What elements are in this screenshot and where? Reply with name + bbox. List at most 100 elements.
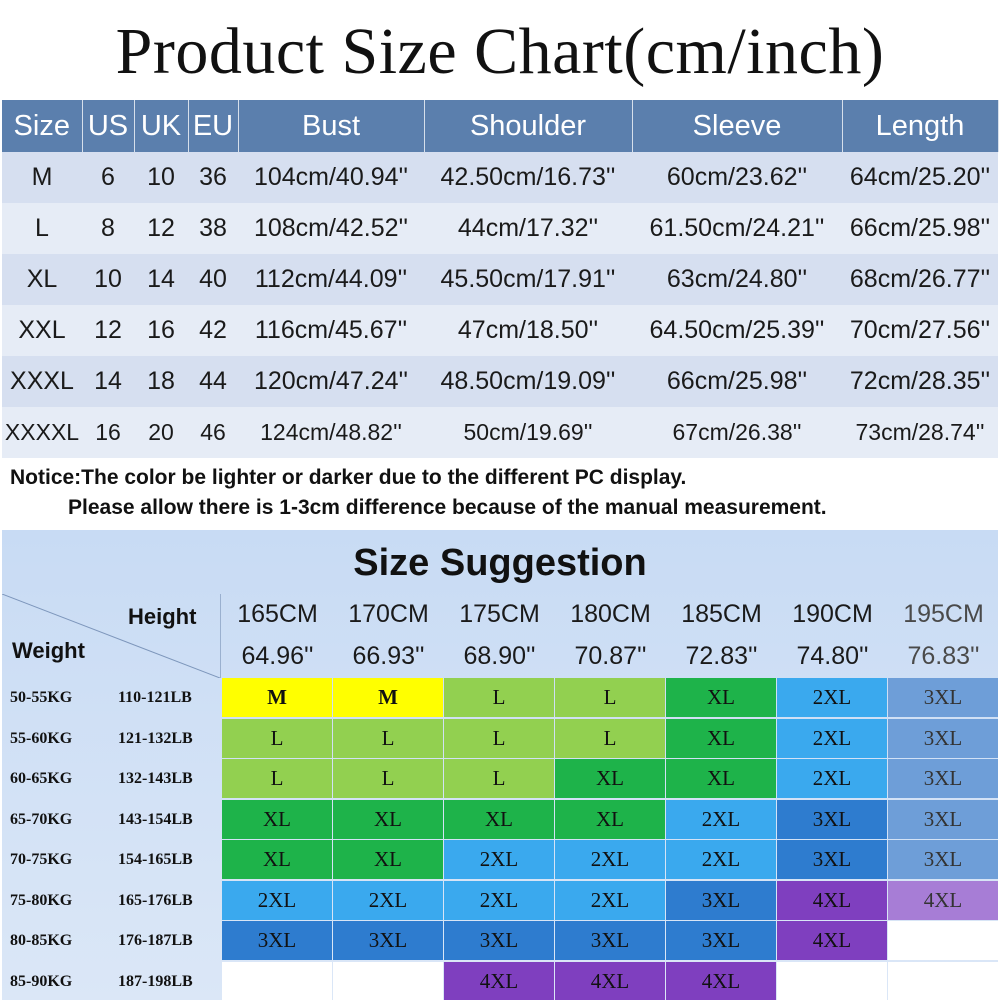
header-sleeve: Sleeve — [632, 100, 843, 152]
size-suggestion-cell: L — [444, 678, 554, 717]
cell-shoulder: 44cm/17.32'' — [424, 203, 632, 254]
size-suggestion-cell: 2XL — [777, 759, 887, 798]
weight-row-header: 50-55KG 110-121LB — [2, 678, 220, 718]
size-suggestion-cell — [888, 921, 998, 960]
cell-shoulder: 42.50cm/16.73'' — [424, 152, 632, 203]
weight-lb: 121-132LB — [118, 729, 193, 747]
cell-uk: 10 — [134, 152, 188, 203]
cell-bust: 104cm/40.94'' — [238, 152, 424, 203]
cell-size: XXXXL — [2, 407, 82, 458]
size-suggestion-cell: 2XL — [777, 718, 887, 758]
cell-uk: 20 — [134, 407, 188, 458]
size-suggestion-cell: XL — [333, 799, 443, 839]
cell-sleeve: 60cm/23.62'' — [632, 152, 842, 203]
size-suggestion-cell: XL — [666, 718, 776, 758]
size-suggestion-cell: XL — [333, 840, 443, 879]
weight-kg: 80-85KG — [10, 932, 73, 949]
size-suggestion-cell: 4XL — [444, 961, 554, 1000]
weight-lb: 143-154LB — [118, 810, 193, 828]
cell-sleeve: 63cm/24.80'' — [632, 254, 842, 305]
header-eu: EU — [188, 100, 239, 152]
cell-size: XL — [2, 254, 82, 305]
height-inch: 70.87'' — [574, 642, 647, 670]
height-weight-corner: Height Weight — [2, 594, 221, 678]
height-cm: 185CM — [681, 600, 762, 628]
size-suggestion-cell: L — [555, 678, 665, 717]
table-row: XXXXL 16 20 46 124cm/48.82'' 50cm/19.69'… — [2, 407, 998, 458]
height-inch: 66.93'' — [352, 642, 425, 670]
cell-eu: 36 — [188, 152, 238, 203]
cell-size: M — [2, 152, 82, 203]
size-suggestion-cell: 2XL — [555, 880, 665, 920]
height-inch: 76.83'' — [907, 642, 980, 670]
cell-shoulder: 50cm/19.69'' — [424, 407, 632, 458]
size-suggestion-cell: 3XL — [666, 921, 776, 960]
cell-shoulder: 45.50cm/17.91'' — [424, 254, 632, 305]
height-column-header: 180CM 70.87'' — [555, 594, 666, 678]
table-row: XL 10 14 40 112cm/44.09'' 45.50cm/17.91'… — [2, 254, 998, 305]
weight-kg: 60-65KG — [10, 770, 73, 787]
cell-sleeve: 61.50cm/24.21'' — [632, 203, 842, 254]
table-row: XXXL 14 18 44 120cm/47.24'' 48.50cm/19.0… — [2, 356, 998, 407]
page-title: Product Size Chart(cm/inch) — [115, 15, 885, 88]
weight-lb: 187-198LB — [118, 972, 193, 990]
header-bust: Bust — [238, 100, 425, 152]
size-suggestion-cell: 3XL — [555, 921, 665, 960]
diagonal-divider — [2, 594, 220, 678]
size-suggestion-cell: 4XL — [777, 921, 887, 960]
cell-bust: 124cm/48.82'' — [238, 407, 424, 458]
cell-uk: 14 — [134, 254, 188, 305]
height-cm: 195CM — [903, 600, 984, 628]
cell-length: 68cm/26.77'' — [842, 254, 998, 305]
cell-bust: 112cm/44.09'' — [238, 254, 424, 305]
size-suggestion-cell: 3XL — [888, 840, 998, 879]
height-cm: 170CM — [348, 600, 429, 628]
height-cm: 180CM — [570, 600, 651, 628]
weight-row-header: 75-80KG 165-176LB — [2, 881, 220, 921]
size-suggestion-cell: 3XL — [777, 840, 887, 879]
size-suggestion-cell — [888, 961, 998, 1000]
size-suggestion-cell: L — [222, 759, 332, 798]
cell-size: XXXL — [2, 356, 82, 407]
height-column-header: 195CM 76.83'' — [888, 594, 998, 678]
size-suggestion-cell — [777, 961, 887, 1000]
table-row: L 8 12 38 108cm/42.52'' 44cm/17.32'' 61.… — [2, 203, 998, 254]
weight-lb: 110-121LB — [118, 689, 192, 706]
cell-eu: 38 — [188, 203, 238, 254]
size-suggestion-cell: 3XL — [333, 921, 443, 960]
notice-color: Notice:The color be lighter or darker du… — [10, 466, 687, 489]
cell-eu: 44 — [188, 356, 238, 407]
weight-row-header: 55-60KG 121-132LB — [2, 719, 220, 759]
size-suggestion-cell: XL — [666, 678, 776, 717]
header-uk: UK — [134, 100, 189, 152]
height-column-header: 170CM 66.93'' — [333, 594, 444, 678]
cell-us: 10 — [82, 254, 134, 305]
size-suggestion-cell: L — [333, 718, 443, 758]
size-suggestion-cell: L — [333, 759, 443, 798]
header-length: Length — [842, 100, 999, 152]
cell-sleeve: 64.50cm/25.39'' — [632, 305, 842, 356]
weight-row-header: 65-70KG 143-154LB — [2, 800, 220, 840]
weight-kg: 50-55KG — [10, 689, 73, 706]
cell-uk: 12 — [134, 203, 188, 254]
height-label: Height — [128, 604, 197, 629]
size-suggestion-cell: 2XL — [777, 678, 887, 717]
header-size: Size — [2, 100, 83, 152]
size-suggestion-title: Size Suggestion — [353, 542, 647, 584]
height-column-header: 175CM 68.90'' — [444, 594, 555, 678]
cell-sleeve: 66cm/25.98'' — [632, 356, 842, 407]
height-inch: 64.96'' — [241, 642, 314, 670]
size-suggestion-cell: 2XL — [333, 880, 443, 920]
weight-lb: 132-143LB — [118, 770, 193, 787]
size-suggestion-cell: XL — [555, 799, 665, 839]
cell-us: 16 — [82, 407, 134, 458]
size-suggestion-cell: 2XL — [222, 880, 332, 920]
size-suggestion-cell: 4XL — [555, 961, 665, 1000]
size-suggestion-cell: XL — [555, 759, 665, 798]
cell-length: 66cm/25.98'' — [842, 203, 998, 254]
height-inch: 72.83'' — [685, 642, 758, 670]
size-suggestion-cell: L — [222, 718, 332, 758]
weight-row-header: 80-85KG 176-187LB — [2, 921, 220, 961]
size-suggestion-cell: 3XL — [888, 799, 998, 839]
cell-bust: 116cm/45.67'' — [238, 305, 424, 356]
